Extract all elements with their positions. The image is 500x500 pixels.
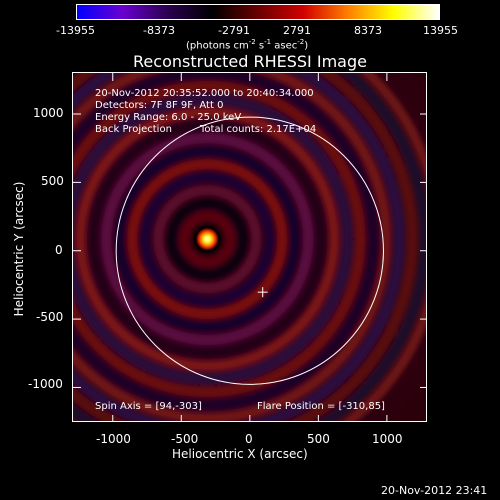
x-tick-label: 0 bbox=[245, 432, 253, 446]
colorbar-units: (photons cm-2 s-1 asec-2) bbox=[186, 38, 309, 52]
spin-axis: Spin Axis = [94,-303] bbox=[95, 401, 202, 412]
y-tick-label: 1000 bbox=[33, 106, 64, 120]
timestamp: 20-Nov-2012 23:41 bbox=[381, 484, 488, 497]
colorbar-tick: -2791 bbox=[218, 24, 250, 37]
sidelobe-ring bbox=[114, 146, 301, 333]
colorbar-tick: 8373 bbox=[354, 24, 382, 37]
colorbar-tick: 2791 bbox=[283, 24, 311, 37]
colorbar-tick: 13955 bbox=[423, 24, 458, 37]
y-tick-label: -1000 bbox=[28, 377, 63, 391]
rhessi-image bbox=[72, 72, 427, 422]
sidelobe-ring bbox=[73, 73, 379, 411]
sidelobe-ring bbox=[73, 73, 426, 421]
sidelobe-ring bbox=[127, 159, 288, 320]
colorbar bbox=[76, 4, 440, 20]
y-tick-label: 0 bbox=[55, 243, 63, 257]
sidelobe-ring bbox=[153, 185, 262, 294]
sidelobe-ring bbox=[166, 198, 249, 281]
energy-range: Energy Range: 6.0 - 25.0 keV bbox=[95, 112, 242, 123]
total-counts: Total counts: 2.17E+04 bbox=[200, 124, 317, 135]
y-tick-label: 500 bbox=[41, 174, 64, 188]
reconstruction-method: Back Projection bbox=[95, 124, 172, 135]
sidelobe-ring bbox=[75, 107, 340, 372]
sidelobe-ring bbox=[179, 211, 236, 268]
x-tick-label: -1000 bbox=[96, 432, 131, 446]
sidelobe-ring bbox=[73, 73, 418, 421]
time-range: 20-Nov-2012 20:35:52.000 to 20:40:34.000 bbox=[95, 88, 314, 99]
x-tick-label: -500 bbox=[171, 432, 199, 446]
detectors-info: Detectors: 7F 8F 9F, Att 0 bbox=[95, 100, 224, 111]
solar-limb bbox=[115, 116, 384, 385]
sidelobe-ring bbox=[73, 94, 353, 385]
flare-position: Flare Position = [-310,85] bbox=[257, 401, 385, 412]
sidelobe-ring bbox=[73, 81, 366, 398]
flare-source bbox=[196, 228, 219, 251]
x-tick-label: 500 bbox=[307, 432, 330, 446]
sidelobe-ring bbox=[73, 73, 392, 421]
sidelobe-ring bbox=[73, 73, 405, 421]
x-tick-label: 1000 bbox=[372, 432, 403, 446]
sidelobe-ring bbox=[140, 172, 275, 307]
x-axis-label: Heliocentric X (arcsec) bbox=[172, 447, 308, 461]
colorbar-tick: -8373 bbox=[143, 24, 175, 37]
sidelobe-ring bbox=[101, 133, 314, 346]
image-title: Reconstructed RHESSI Image bbox=[133, 52, 367, 71]
colorbar-tick: -13955 bbox=[56, 24, 95, 37]
y-axis-label: Heliocentric Y (arcsec) bbox=[12, 181, 26, 317]
y-tick-label: -500 bbox=[36, 310, 64, 324]
image-canvas bbox=[73, 73, 426, 421]
sidelobe-ring bbox=[88, 120, 327, 359]
